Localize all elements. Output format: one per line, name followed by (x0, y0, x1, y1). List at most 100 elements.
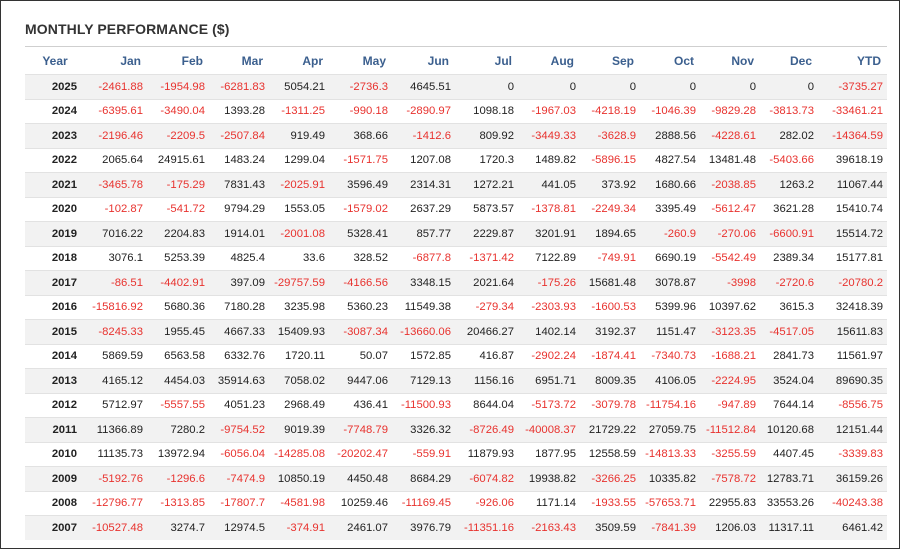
cell-oct: 4827.54 (640, 147, 700, 173)
cell-feb: -541.72 (147, 196, 209, 222)
cell-nov: -9829.28 (700, 98, 760, 124)
cell-apr: 1720.11 (269, 343, 329, 369)
cell-sep: -1933.55 (580, 490, 640, 516)
cell-mar: -17807.7 (209, 490, 269, 516)
cell-mar: 12974.5 (209, 515, 269, 540)
cell-apr: -2001.08 (269, 221, 329, 246)
row-year: 2007 (25, 515, 85, 540)
column-header-jan[interactable]: Jan (85, 46, 147, 75)
cell-jun: -2890.97 (392, 98, 455, 124)
cell-mar: 4667.33 (209, 319, 269, 344)
cell-feb: -4402.91 (147, 270, 209, 295)
cell-aug: -1967.03 (518, 98, 580, 124)
cell-mar: 9794.29 (209, 196, 269, 222)
cell-feb: -175.29 (147, 172, 209, 197)
cell-oct: 1680.66 (640, 172, 700, 197)
column-header-may[interactable]: May (329, 46, 392, 75)
column-header-jun[interactable]: Jun (392, 46, 455, 75)
cell-jul: 2229.87 (455, 221, 518, 246)
cell-nov: -5542.49 (700, 245, 760, 271)
cell-apr: -4581.98 (269, 490, 329, 516)
cell-apr: 1299.04 (269, 147, 329, 173)
cell-mar: -9754.52 (209, 417, 269, 442)
cell-dec: 3621.28 (760, 196, 818, 222)
cell-jun: -559.91 (392, 441, 455, 467)
cell-may: -1571.75 (329, 147, 392, 173)
cell-ytd: -33461.21 (818, 98, 887, 124)
cell-sep: 21729.22 (580, 417, 640, 442)
row-year: 2016 (25, 294, 85, 320)
cell-may: -990.18 (329, 98, 392, 124)
column-header-mar[interactable]: Mar (209, 46, 269, 75)
cell-may: 436.41 (329, 392, 392, 418)
table-row: 2024 -6395.61 -3490.04 1393.28 -1311.25 -990.… (25, 98, 887, 124)
cell-oct: 10335.82 (640, 466, 700, 491)
cell-jun: 857.77 (392, 221, 455, 246)
column-header-sep[interactable]: Sep (580, 46, 640, 75)
cell-nov: -3123.35 (700, 319, 760, 344)
cell-aug: 3201.91 (518, 221, 580, 246)
table-row: 2016 -15816.92 5680.36 7180.28 3235.98 5360.2… (25, 294, 887, 320)
cell-dec: 282.02 (760, 123, 818, 148)
cell-ytd: -8556.75 (818, 392, 887, 418)
cell-sep: -3628.9 (580, 123, 640, 148)
column-header-aug[interactable]: Aug (518, 46, 580, 75)
cell-ytd: 32418.39 (818, 294, 887, 320)
cell-jan: -10527.48 (85, 515, 147, 540)
cell-sep: -1600.53 (580, 294, 640, 320)
column-header-oct[interactable]: Oct (640, 46, 700, 75)
cell-jan: 11135.73 (85, 441, 147, 467)
cell-apr: 1553.05 (269, 196, 329, 222)
cell-jul: 1720.3 (455, 147, 518, 173)
row-year: 2011 (25, 417, 85, 442)
cell-oct: -14813.33 (640, 441, 700, 467)
column-header-ytd[interactable]: YTD (818, 46, 887, 75)
cell-ytd: 89690.35 (818, 368, 887, 393)
cell-apr: -29757.59 (269, 270, 329, 295)
cell-may: 9447.06 (329, 368, 392, 393)
column-header-feb[interactable]: Feb (147, 46, 209, 75)
cell-may: 328.52 (329, 245, 392, 271)
cell-apr: 9019.39 (269, 417, 329, 442)
cell-feb: -1296.6 (147, 466, 209, 491)
table-row: 2008 -12796.77 -1313.85 -17807.7 -4581.98 102… (25, 490, 887, 516)
cell-dec: -5403.66 (760, 147, 818, 173)
cell-mar: -6056.04 (209, 441, 269, 467)
cell-apr: 5054.21 (269, 74, 329, 99)
cell-jul: 416.87 (455, 343, 518, 369)
cell-jun: 11549.38 (392, 294, 455, 320)
cell-jul: 1272.21 (455, 172, 518, 197)
cell-oct: -57653.71 (640, 490, 700, 516)
column-header-apr[interactable]: Apr (269, 46, 329, 75)
cell-ytd: 12151.44 (818, 417, 887, 442)
cell-oct: 0 (640, 74, 700, 99)
cell-jan: 7016.22 (85, 221, 147, 246)
cell-jun: -11169.45 (392, 490, 455, 516)
cell-dec: -2720.6 (760, 270, 818, 295)
cell-may: 368.66 (329, 123, 392, 148)
cell-mar: 7180.28 (209, 294, 269, 320)
cell-jun: 2314.31 (392, 172, 455, 197)
cell-dec: 3615.3 (760, 294, 818, 320)
column-header-year[interactable]: Year (25, 46, 85, 75)
cell-jul: -279.34 (455, 294, 518, 320)
cell-nov: -947.89 (700, 392, 760, 418)
cell-jul: 2021.64 (455, 270, 518, 295)
column-header-nov[interactable]: Nov (700, 46, 760, 75)
cell-ytd: -20780.2 (818, 270, 887, 295)
cell-oct: 6690.19 (640, 245, 700, 271)
column-header-dec[interactable]: Dec (760, 46, 818, 75)
cell-may: 5360.23 (329, 294, 392, 320)
cell-jul: 5873.57 (455, 196, 518, 222)
column-header-jul[interactable]: Jul (455, 46, 518, 75)
cell-mar: 35914.63 (209, 368, 269, 393)
cell-aug: 0 (518, 74, 580, 99)
cell-jan: -86.51 (85, 270, 147, 295)
cell-feb: 1955.45 (147, 319, 209, 344)
row-year: 2023 (25, 123, 85, 148)
cell-jun: 1572.85 (392, 343, 455, 369)
table-body: 2025 -2461.88 -1954.98 -6281.83 5054.21 -2736… (25, 74, 887, 540)
table-row: 2015 -8245.33 1955.45 4667.33 15409.93 -3087.… (25, 319, 887, 344)
cell-mar: 4825.4 (209, 245, 269, 271)
table-row: 2022 2065.64 24915.61 1483.24 1299.04 -1571.7… (25, 147, 887, 173)
